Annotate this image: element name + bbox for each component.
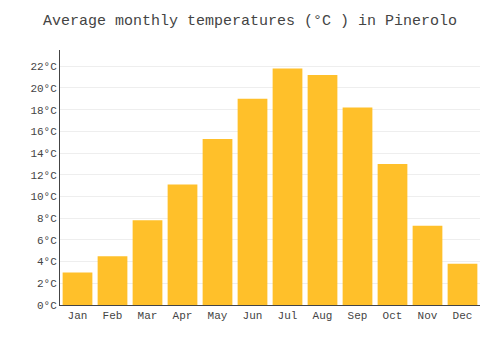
- svg-text:8°C: 8°C: [37, 213, 57, 225]
- svg-text:Mar: Mar: [138, 310, 158, 322]
- svg-text:12°C: 12°C: [30, 170, 57, 182]
- svg-text:0°C: 0°C: [37, 300, 57, 312]
- svg-text:Jul: Jul: [278, 310, 298, 322]
- svg-text:Aug: Aug: [313, 310, 333, 322]
- svg-text:Apr: Apr: [173, 310, 193, 322]
- svg-text:6°C: 6°C: [37, 235, 57, 247]
- svg-text:4°C: 4°C: [37, 256, 57, 268]
- svg-text:22°C: 22°C: [30, 61, 57, 73]
- svg-text:14°C: 14°C: [30, 148, 57, 160]
- svg-text:Sep: Sep: [348, 310, 368, 322]
- svg-text:May: May: [208, 310, 228, 322]
- svg-text:16°C: 16°C: [30, 126, 57, 138]
- svg-text:Nov: Nov: [418, 310, 438, 322]
- svg-text:Feb: Feb: [103, 310, 123, 322]
- svg-text:Oct: Oct: [383, 310, 403, 322]
- svg-text:18°C: 18°C: [30, 105, 57, 117]
- svg-text:10°C: 10°C: [30, 191, 57, 203]
- svg-text:2°C: 2°C: [37, 278, 57, 290]
- svg-text:Jun: Jun: [243, 310, 263, 322]
- svg-text:Jan: Jan: [68, 310, 88, 322]
- svg-text:20°C: 20°C: [30, 83, 57, 95]
- svg-text:Dec: Dec: [453, 310, 473, 322]
- svg-text:Average monthly temperatures (: Average monthly temperatures (°C ) in Pi…: [43, 13, 457, 30]
